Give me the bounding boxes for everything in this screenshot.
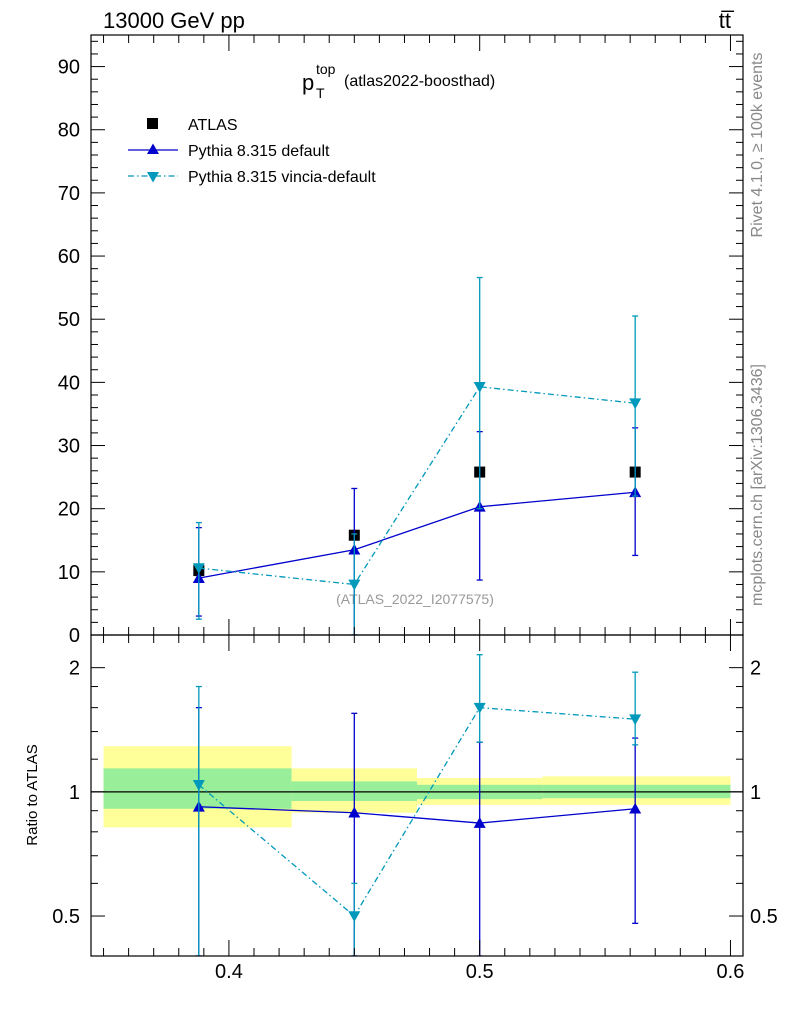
vincia-main-line — [198, 386, 636, 586]
legend-atlas-marker — [147, 118, 158, 129]
ratio-ytick-label-left-0: 0.5 — [52, 906, 80, 928]
main-ytick-label-zero: 0 — [69, 625, 80, 647]
axes: 10 20 30 40 50 60 70 80 90 0 0.5 0.5 1 1 2 2 0.4 0.5 0.6 — [52, 35, 778, 983]
default-main-line — [198, 491, 636, 579]
vincia-main-point-0 — [192, 563, 205, 575]
header-process: tt̅ — [719, 8, 735, 33]
rivet-label: Rivet 4.1.0, ≥ 100k events — [749, 53, 766, 238]
vincia-ratio-point-0 — [192, 780, 205, 791]
ratio-ytick-label-right-1: 1 — [750, 782, 761, 804]
ratio-ytick-label-right-0: 0.5 — [750, 906, 778, 928]
main-ytick-label-4: 50 — [58, 309, 80, 331]
header-energy: 13000 GeV pp — [103, 8, 245, 33]
vincia-ratio-line — [198, 706, 636, 918]
title-p: p — [302, 70, 314, 95]
main-ytick-label-8: 90 — [58, 57, 80, 79]
ratio-frame — [90, 634, 744, 957]
legend-default-marker — [147, 143, 159, 154]
title-sup: top — [316, 61, 336, 77]
vincia-ratio-point-3 — [629, 714, 642, 726]
default-ratio-line — [198, 806, 636, 824]
xtick-label-2: 0.6 — [717, 961, 745, 983]
title-sub: T — [316, 85, 325, 101]
legend-vincia-marker — [147, 172, 159, 183]
ratio-bands — [91, 746, 743, 828]
main-ytick-label-3: 40 — [58, 372, 80, 394]
vincia-main-point-1 — [348, 579, 361, 591]
default-ratio-point-3 — [629, 802, 642, 814]
main-ytick-label-6: 70 — [58, 183, 80, 205]
vincia-ratio-point-2 — [473, 702, 486, 714]
analysis-watermark: (ATLAS_2022_I2077575) — [336, 591, 494, 607]
default-ratio-point-2 — [473, 817, 486, 828]
title-rest: (atlas2022-boosthad) — [344, 73, 495, 90]
plot-title: p top T (atlas2022-boosthad) — [302, 61, 495, 101]
legend-atlas-label: ATLAS — [188, 117, 238, 134]
vincia-main-point-3 — [629, 398, 642, 410]
xtick-label-1: 0.5 — [466, 961, 494, 983]
vincia-ratio-point-1 — [348, 911, 361, 923]
legend-vincia-label: Pythia 8.315 vincia-default — [188, 169, 376, 186]
legend-default-label: Pythia 8.315 default — [188, 143, 330, 160]
legend: ATLAS Pythia 8.315 default Pythia 8.315 … — [128, 117, 376, 186]
main-ytick-label-2: 30 — [58, 436, 80, 458]
ratio-ytick-label-left-2: 2 — [69, 658, 80, 680]
ratio-ytick-label-right-2: 2 — [750, 658, 761, 680]
main-ytick-label-0: 10 — [58, 562, 80, 584]
default-ratio-point-1 — [348, 806, 361, 818]
main-ytick-label-1: 20 — [58, 499, 80, 521]
xtick-label-0: 0.4 — [215, 961, 243, 983]
main-ytick-label-7: 80 — [58, 120, 80, 142]
vincia-main-point-2 — [473, 381, 486, 393]
ratio-ytick-label-left-1: 1 — [69, 782, 80, 804]
ratio-plot-area — [192, 654, 642, 956]
main-plot-area — [192, 276, 642, 635]
ratio-ylabel: Ratio to ATLAS — [24, 744, 41, 845]
main-ytick-label-5: 60 — [58, 246, 80, 268]
mcplots-label: mcplots.cern.ch [arXiv:1306.3436] — [749, 364, 766, 606]
